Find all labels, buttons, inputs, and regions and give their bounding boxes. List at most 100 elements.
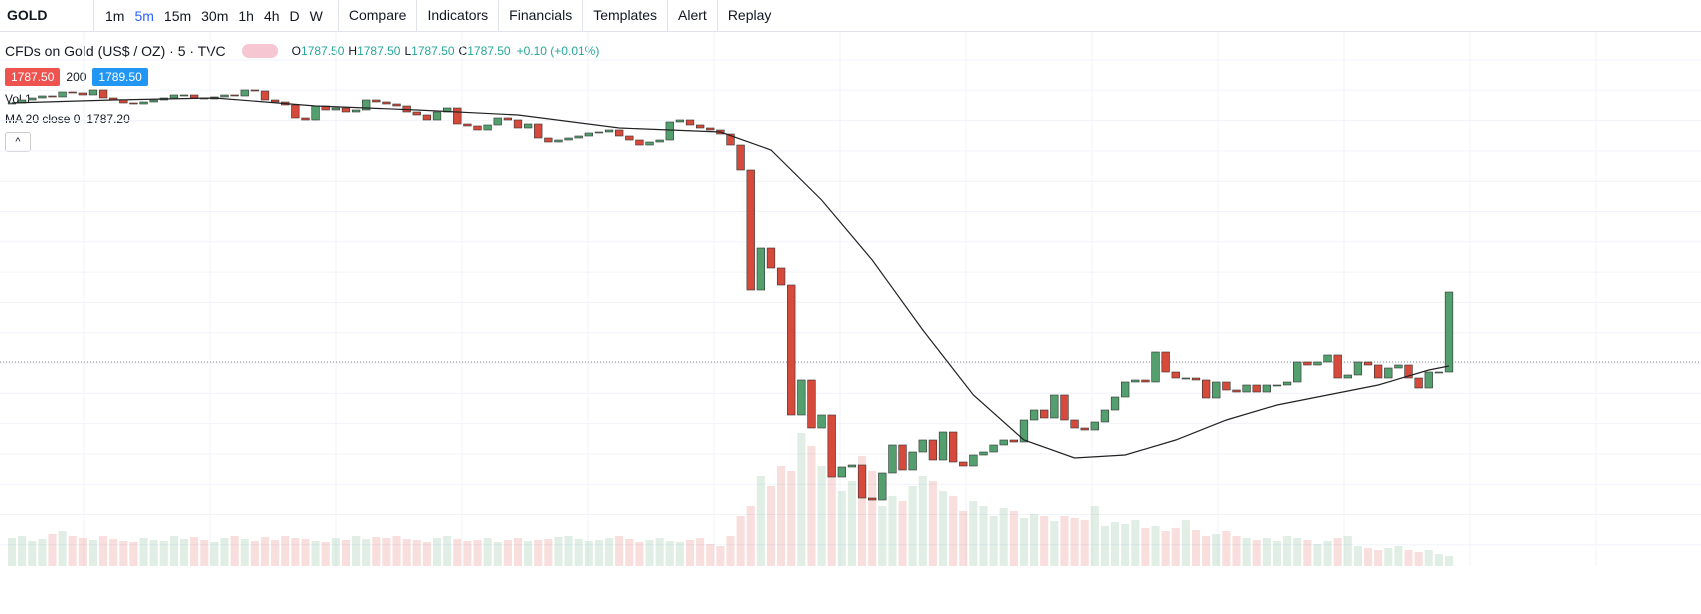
interval[interactable]: 1h [238,7,254,24]
candle-body [1313,361,1322,366]
toolbar-button[interactable]: Alert [667,0,717,31]
candle-body [1404,364,1413,379]
interval[interactable]: 15m [163,7,192,24]
toolbar-button[interactable]: Financials [498,0,582,31]
volume-bar [584,541,593,566]
candle-body [857,464,867,499]
volume-bar [827,476,836,566]
candle-body [837,466,846,478]
volume-bar [1424,550,1433,566]
collapse-button[interactable]: ^ [5,132,31,152]
toolbar-button[interactable]: Replay [716,0,782,31]
volume-bar [331,538,340,566]
candle-body [1110,396,1120,411]
volume-bar [129,542,138,566]
volume-bar [554,537,563,566]
candle-body [979,451,988,456]
volume-bar [412,540,421,566]
status-pill[interactable] [241,44,278,58]
candle-body [1384,367,1393,379]
volume-bar [200,540,209,566]
volume-bar [149,540,158,566]
interval[interactable]: D [289,7,300,24]
volume-bar [18,536,27,566]
candle-body [665,121,674,141]
candle-body [604,129,614,133]
candle-body [736,144,745,171]
volume-bar [362,539,371,566]
volume-bar [564,536,573,566]
interval[interactable]: 4h [263,7,280,24]
candle-body [1252,384,1261,393]
candle-body [847,464,857,468]
toolbar: GOLD 1m 5m 15m 30m 1h 4h D W Compare Indicators F… [0,0,1701,32]
volume-bar [1131,520,1140,566]
volume-bar [766,486,776,566]
volume-bar [1151,526,1160,566]
volume-bar [534,540,543,566]
candle-body [523,123,533,129]
interval[interactable]: W [309,7,323,24]
volume-bar [665,541,674,566]
volume-bar [1333,538,1342,566]
candle-body [1212,381,1221,399]
interval[interactable]: 5m [134,7,154,24]
bid[interactable]: 1787.50 [5,68,61,86]
candle-body [1282,381,1292,386]
toolbar-button[interactable]: Indicators [416,0,498,31]
volume-bar [756,476,765,566]
toolbar-button[interactable]: Templates [582,0,667,31]
candle-body [584,132,593,137]
volume-bar [1040,516,1049,566]
candle-body [827,414,836,478]
volume-bar [1384,548,1393,566]
volume-bar [1262,538,1271,566]
volume-bar [1293,538,1302,566]
candle-body [392,103,401,107]
volume-bar [1161,531,1170,566]
candle-body [898,444,907,471]
volume-bar [483,538,492,566]
candle-body [1121,381,1130,398]
candle-body [220,94,229,98]
candle-body [270,99,280,103]
interval[interactable]: 1m [105,7,125,24]
candle-body [1201,379,1211,399]
candle-body [291,104,300,119]
volume-bar [48,534,57,566]
candle-body [969,454,978,467]
volume-bar [1090,506,1099,566]
candle-body [351,109,361,113]
volume-bar [68,536,77,566]
candle-body [1131,379,1140,383]
candle-body [878,472,887,501]
symbol[interactable]: GOLD [0,0,94,31]
volume-bar [615,536,624,566]
volume-bar [503,540,512,566]
candle-body [412,111,421,116]
volume-bar [938,491,948,566]
volume-bar [807,446,816,566]
volume-bar [1060,516,1069,566]
volume-bar [645,540,654,566]
volume-bar [1242,538,1251,566]
volume-bar [1019,518,1029,566]
interval[interactable]: 30m [201,7,229,24]
candle-body [473,125,482,131]
candle-body [1333,354,1342,379]
candle-body [88,89,98,96]
volume-bar [159,541,168,566]
candle-body [756,247,766,291]
candle-body [797,379,806,416]
ask[interactable]: 1789.50 [92,68,148,86]
volume-bar [625,539,634,566]
candle-body [1444,291,1454,373]
volume-bar [78,538,87,566]
volume-bar [574,539,583,566]
candle-body [807,379,816,429]
toolbar-button[interactable]: Compare [337,0,417,31]
volume-bar [685,540,695,566]
candle-body [1434,371,1444,374]
candle-body [1293,361,1302,383]
candle-body [483,124,492,131]
